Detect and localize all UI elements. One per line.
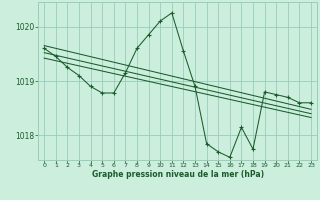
X-axis label: Graphe pression niveau de la mer (hPa): Graphe pression niveau de la mer (hPa): [92, 170, 264, 179]
